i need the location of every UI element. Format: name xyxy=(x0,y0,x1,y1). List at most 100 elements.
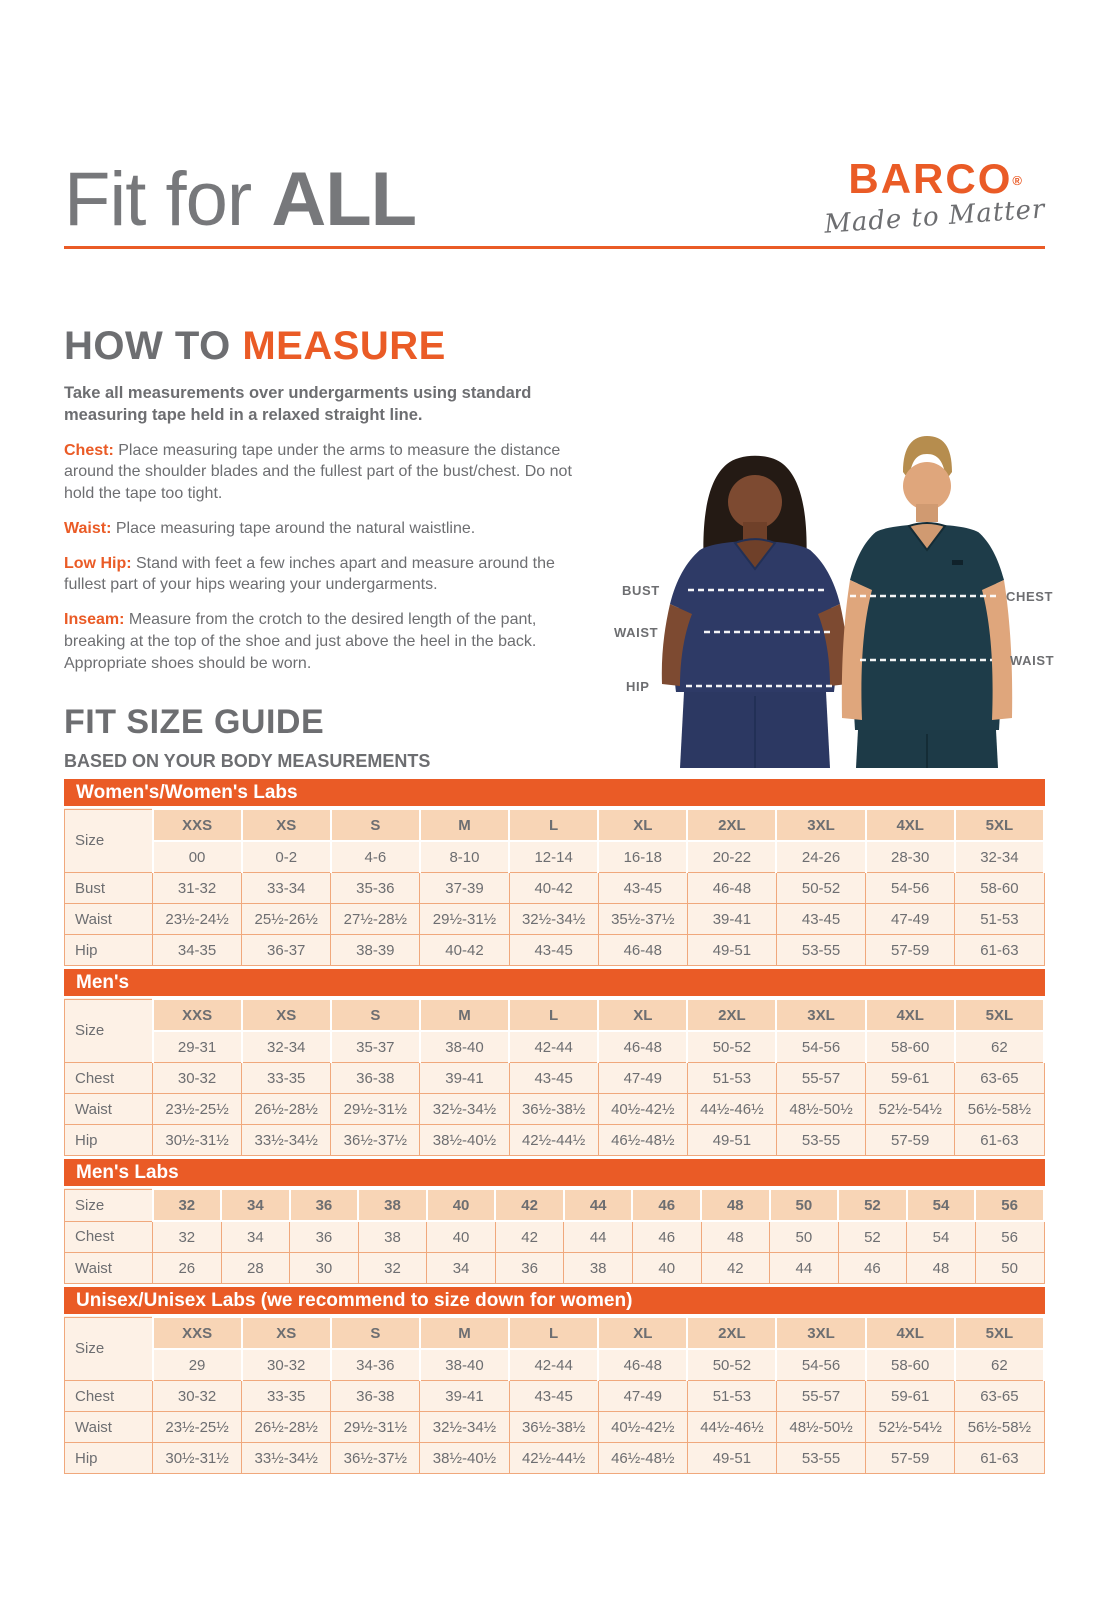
value-cell: 53-55 xyxy=(775,1442,867,1474)
how-to-measure-title: HOW TO MEASURE xyxy=(64,325,596,367)
size-col-header: M xyxy=(418,1316,511,1350)
value-cell: 36 xyxy=(289,1220,359,1253)
value-cell: 48½-50½ xyxy=(775,1411,867,1443)
measure-item-lowhip-text: Stand with feet a few inches apart and m… xyxy=(64,554,555,594)
value-cell: 48 xyxy=(906,1252,976,1284)
value-cell: 39-41 xyxy=(686,903,777,935)
woman-waist-label: WAIST xyxy=(614,625,658,640)
value-cell: 29½-31½ xyxy=(419,903,510,935)
value-cell: 38 xyxy=(357,1220,428,1253)
size-col-header: 56 xyxy=(974,1188,1045,1222)
size-col-header: S xyxy=(329,808,421,842)
value-cell: 56½-58½ xyxy=(954,1411,1045,1443)
size-col-header: 40 xyxy=(425,1188,497,1222)
measure-item-lowhip: Low Hip: Stand with feet a few inches ap… xyxy=(64,553,596,597)
value-cell: 34 xyxy=(426,1252,496,1284)
size-col-header: 5XL xyxy=(953,998,1046,1032)
value-cell: 40 xyxy=(426,1220,496,1253)
value-cell: 27½-28½ xyxy=(330,903,421,935)
measurement-row-label: Chest xyxy=(64,1220,153,1253)
value-cell: 33-34 xyxy=(241,872,332,904)
value-cell: 46-48 xyxy=(597,934,688,966)
value-cell: 57-59 xyxy=(865,1442,956,1474)
value-cell: 23½-24½ xyxy=(151,903,243,935)
size-col-header: 42 xyxy=(494,1188,565,1222)
measure-item-waist: Waist: Place measuring tape around the n… xyxy=(64,518,596,540)
value-cell: 54 xyxy=(906,1220,976,1253)
measure-item-inseam: Inseam: Measure from the crotch to the d… xyxy=(64,609,596,674)
size-numeric-cell: 32-34 xyxy=(953,840,1046,873)
measurement-row-label: Waist xyxy=(64,903,153,935)
size-col-header: S xyxy=(329,1316,421,1350)
size-numeric-cell: 62 xyxy=(953,1030,1046,1063)
value-cell: 44½-46½ xyxy=(686,1093,777,1125)
measure-item-chest-label: Chest: xyxy=(64,441,114,459)
page-title-bold: ALL xyxy=(271,157,417,242)
measure-item-inseam-text: Measure from the crotch to the desired l… xyxy=(64,611,537,672)
value-cell: 47-49 xyxy=(865,903,956,935)
size-row-label: Size xyxy=(64,1188,154,1222)
value-cell: 58-60 xyxy=(954,872,1045,904)
value-cell: 42 xyxy=(494,1220,565,1253)
value-cell: 36-38 xyxy=(330,1380,421,1412)
value-cell: 49-51 xyxy=(686,934,777,966)
table-row: Waist 23½-25½ 26½-28½ 29½-31½ 32½-34½ 36½-38½… xyxy=(64,1093,1045,1125)
measurement-row-label: Waist xyxy=(64,1093,153,1125)
page-title-light: Fit for xyxy=(64,157,272,242)
size-col-header: 50 xyxy=(768,1188,840,1222)
size-numeric-cell: 28-30 xyxy=(864,840,956,873)
size-col-header: 32 xyxy=(151,1188,223,1222)
value-cell: 49-51 xyxy=(686,1124,777,1156)
brand-name-row: BARCO® xyxy=(824,158,1046,200)
value-cell: 36-37 xyxy=(241,934,332,966)
measurement-row-label: Waist xyxy=(64,1411,153,1443)
value-cell: 26 xyxy=(152,1252,222,1284)
size-table-mens: Size XXS XS S M L XL 2XL 3XL 4XL 5XL 29-31 32-34 35-3… xyxy=(64,998,1046,1156)
value-cell: 63-65 xyxy=(954,1380,1045,1412)
value-cell: 26½-28½ xyxy=(241,1411,332,1443)
size-numeric-cell: 38-40 xyxy=(418,1030,511,1063)
value-cell: 57-59 xyxy=(865,934,956,966)
value-cell: 43-45 xyxy=(508,934,599,966)
size-numeric-cell: 38-40 xyxy=(418,1348,511,1381)
how-to-measure-title-orange: MEASURE xyxy=(242,324,446,368)
value-cell: 42½-44½ xyxy=(508,1124,599,1156)
size-table-womens: Size XXS XS S M L XL 2XL 3XL 4XL 5XL 00 0-2 4-6 8-10 12… xyxy=(64,808,1046,966)
size-col-header: XL xyxy=(597,998,689,1032)
size-col-header: 2XL xyxy=(686,1316,778,1350)
value-cell: 33-35 xyxy=(241,1062,332,1094)
size-numeric-cell: 12-14 xyxy=(508,840,600,873)
models-figure: BUST WAIST HIP CHEST WAIST xyxy=(600,428,1108,768)
woman-figure xyxy=(661,455,849,768)
value-cell: 39-41 xyxy=(419,1380,510,1412)
how-to-measure-title-gray: HOW TO xyxy=(64,324,243,368)
size-col-header: 2XL xyxy=(686,998,778,1032)
value-cell: 33½-34½ xyxy=(241,1124,332,1156)
value-cell: 42 xyxy=(700,1252,771,1284)
size-col-header: 4XL xyxy=(864,998,956,1032)
value-cell: 43-45 xyxy=(775,903,867,935)
size-col-header: XS xyxy=(240,998,332,1032)
table-banner-mens-labs: Men's Labs xyxy=(64,1159,1045,1186)
size-col-header: XL xyxy=(597,808,689,842)
value-cell: 48 xyxy=(700,1220,771,1253)
value-cell: 49-51 xyxy=(686,1442,777,1474)
value-cell: 50-52 xyxy=(775,872,867,904)
table-row: Chest 30-32 33-35 36-38 39-41 43-45 47-49 51-53… xyxy=(64,1062,1045,1094)
size-col-header: 52 xyxy=(837,1188,908,1222)
size-col-header: L xyxy=(508,998,600,1032)
chest-pocket-detail xyxy=(952,560,963,565)
brand-name: BARCO xyxy=(848,155,1013,202)
value-cell: 48½-50½ xyxy=(775,1093,867,1125)
value-cell: 32 xyxy=(357,1252,428,1284)
man-waist-label: WAIST xyxy=(1010,653,1054,668)
value-cell: 44 xyxy=(769,1252,839,1284)
value-cell: 33½-34½ xyxy=(241,1442,332,1474)
size-numeric-cell: 54-56 xyxy=(775,1030,867,1063)
value-cell: 35-36 xyxy=(330,872,421,904)
size-col-header: XXS xyxy=(151,808,243,842)
size-numeric-cell: 00 xyxy=(151,840,243,873)
measurement-row-label: Hip xyxy=(64,1442,153,1474)
hip-label: HIP xyxy=(626,679,649,694)
